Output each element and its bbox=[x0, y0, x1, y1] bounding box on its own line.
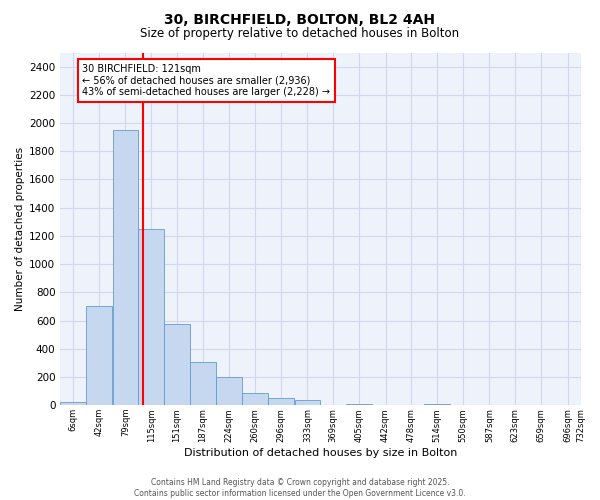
Bar bbox=[86, 306, 112, 405]
X-axis label: Distribution of detached houses by size in Bolton: Distribution of detached houses by size … bbox=[184, 448, 457, 458]
Text: Contains HM Land Registry data © Crown copyright and database right 2025.
Contai: Contains HM Land Registry data © Crown c… bbox=[134, 478, 466, 498]
Bar bbox=[346, 404, 372, 405]
Bar bbox=[60, 402, 86, 405]
Bar bbox=[217, 377, 242, 405]
Bar bbox=[242, 393, 268, 405]
Bar bbox=[268, 398, 294, 405]
Y-axis label: Number of detached properties: Number of detached properties bbox=[15, 147, 25, 311]
Bar bbox=[424, 404, 450, 405]
Text: 30, BIRCHFIELD, BOLTON, BL2 4AH: 30, BIRCHFIELD, BOLTON, BL2 4AH bbox=[164, 12, 436, 26]
Bar bbox=[190, 362, 216, 405]
Bar bbox=[295, 400, 320, 405]
Bar bbox=[164, 324, 190, 405]
Text: Size of property relative to detached houses in Bolton: Size of property relative to detached ho… bbox=[140, 28, 460, 40]
Bar bbox=[139, 229, 164, 405]
Text: 30 BIRCHFIELD: 121sqm
← 56% of detached houses are smaller (2,936)
43% of semi-d: 30 BIRCHFIELD: 121sqm ← 56% of detached … bbox=[82, 64, 331, 97]
Bar bbox=[113, 130, 139, 405]
